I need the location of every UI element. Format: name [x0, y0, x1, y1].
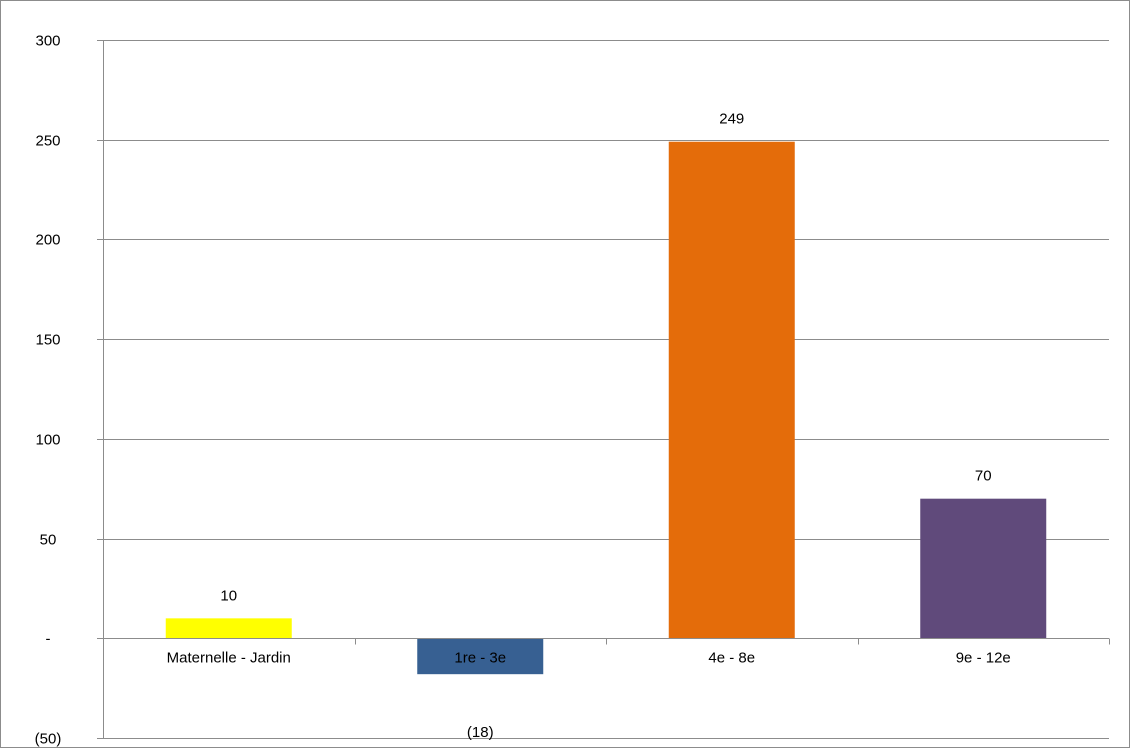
y-tick-label: 50	[40, 532, 57, 549]
bar	[417, 638, 544, 675]
y-tick-label: -	[46, 631, 51, 648]
y-tick-label: 100	[35, 432, 60, 449]
data-label: (18)	[467, 724, 494, 741]
category-label: 4e - 8e	[708, 650, 755, 667]
y-tick-labels: 300 250 200 150 100 50 - (50)	[35, 33, 62, 748]
axes	[97, 40, 1110, 739]
data-label: 70	[975, 468, 992, 485]
data-label: 10	[220, 587, 237, 604]
category-label: 9e - 12e	[956, 650, 1011, 667]
category-labels: Maternelle - Jardin 1re - 3e 4e - 8e 9e - 1…	[167, 650, 1011, 667]
bar	[920, 498, 1047, 639]
y-tick-label: (50)	[35, 731, 62, 748]
y-tick-label: 150	[35, 332, 60, 349]
bars	[165, 141, 1047, 675]
category-label: 1re - 3e	[454, 650, 506, 667]
category-label: Maternelle - Jardin	[167, 650, 291, 667]
bar	[668, 141, 795, 639]
y-tick-label: 200	[35, 232, 60, 249]
data-label: 249	[719, 111, 744, 128]
y-tick-label: 250	[35, 133, 60, 150]
bar	[165, 618, 292, 639]
data-labels: 10 (18) 249 70	[220, 111, 991, 741]
y-tick-label: 300	[35, 33, 60, 50]
